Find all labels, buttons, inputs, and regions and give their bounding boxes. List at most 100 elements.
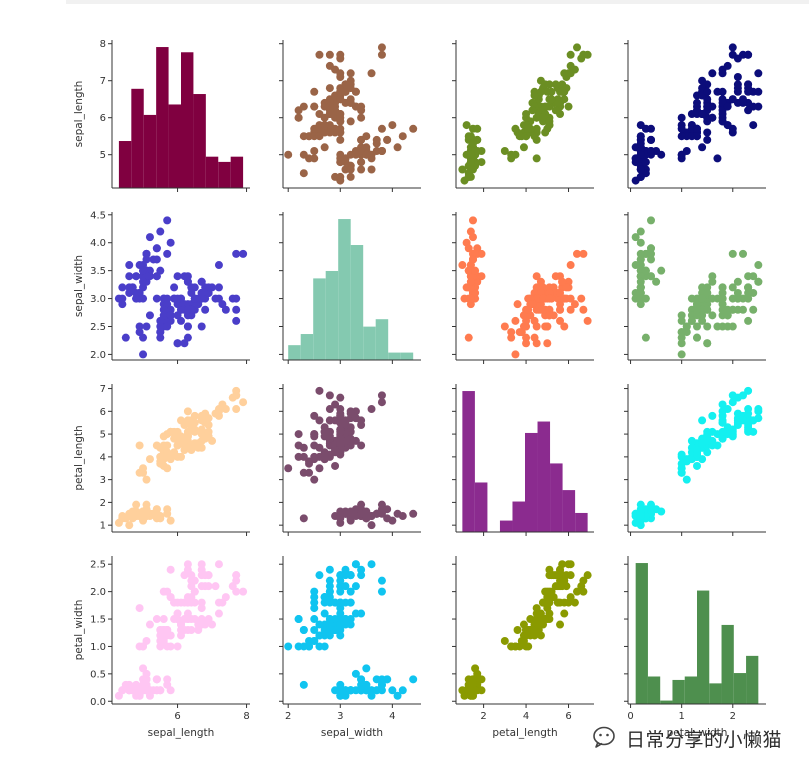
scatter-point (299, 468, 308, 477)
scatter-point (142, 500, 151, 509)
scatter-point (522, 339, 531, 348)
scatter-point (703, 339, 712, 348)
scatter-point (232, 305, 241, 314)
scatter-point (693, 333, 701, 342)
scatter-point (744, 87, 753, 96)
scatter-point (357, 675, 366, 684)
y-tick-label: 5 (100, 430, 106, 441)
scatter-point (698, 439, 707, 448)
scatter-point (539, 294, 548, 303)
scatter-point (142, 249, 151, 258)
hist-bar (388, 352, 401, 360)
x-axis-label: petal_length (492, 727, 557, 739)
scatter-point (515, 642, 524, 651)
x-tick-label: 2 (480, 711, 486, 722)
scatter-point (687, 436, 696, 445)
scatter-point (320, 427, 329, 436)
scatter-point (367, 691, 376, 700)
scatter-point (708, 311, 717, 320)
scatter-point (183, 322, 192, 331)
scatter-point (284, 150, 293, 159)
scatter-point (466, 158, 475, 167)
scatter-point (315, 50, 324, 59)
scatter-point (573, 587, 582, 596)
scatter-point (409, 124, 418, 133)
scatter-point (204, 582, 213, 591)
scatter-point (641, 266, 650, 275)
scatter-point (351, 582, 360, 591)
scatter-point (177, 316, 185, 325)
scatter-point (723, 311, 732, 320)
scatter-point (139, 686, 148, 695)
scatter-point (362, 664, 371, 673)
scatter-point (351, 512, 360, 521)
scatter-point (325, 615, 334, 624)
scatter-point (211, 582, 220, 591)
scatter-point (539, 305, 548, 314)
scatter-point (336, 609, 345, 618)
scatter-point (532, 604, 541, 613)
scatter-point (583, 571, 592, 580)
scatter-point (466, 283, 475, 292)
scatter-point (336, 393, 345, 402)
scatter-point (477, 147, 486, 155)
scatter-point (466, 294, 475, 303)
scatter-point (336, 686, 345, 695)
scatter-point (325, 582, 334, 591)
scatter-point (547, 587, 556, 596)
scatter-point (677, 328, 686, 337)
scatter-point (539, 113, 548, 122)
scatter-point (214, 261, 223, 270)
scatter-point (754, 87, 763, 96)
scatter-point (566, 593, 575, 602)
scatter-point (315, 386, 324, 395)
scatter-point (197, 615, 206, 624)
scatter-point (718, 427, 727, 436)
y-tick-label: 0.0 (90, 697, 106, 708)
scatter-point (708, 294, 717, 303)
hist-bar (512, 501, 525, 532)
scatter-point (310, 154, 319, 163)
scatter-point (362, 132, 371, 141)
scatter-point (183, 333, 192, 342)
scatter-point (357, 158, 366, 167)
scatter-point (310, 598, 319, 607)
scatter-point (336, 135, 345, 144)
scatter-point (703, 322, 712, 331)
scatter-point (723, 61, 732, 70)
scatter-point (693, 305, 701, 314)
scatter-point (507, 333, 516, 342)
scatter-point (677, 132, 686, 141)
scatter-point (377, 391, 386, 400)
cell-sepal_width-vs-sepal_width (279, 212, 421, 364)
scatter-point (636, 277, 645, 286)
scatter-point (118, 294, 127, 303)
scatter-point (739, 249, 747, 258)
scatter-point (703, 305, 712, 314)
y-axis-label: sepal_length (73, 81, 85, 148)
scatter-point (636, 272, 645, 281)
cell-sepal_length-vs-petal_width (624, 40, 766, 192)
scatter-point (647, 244, 655, 253)
scatter-point (197, 322, 206, 331)
y-tick-label: 3 (100, 475, 106, 486)
y-tick-label: 4 (100, 452, 106, 463)
scatter-point (125, 283, 134, 292)
scatter-point (315, 620, 324, 629)
scatter-point (197, 277, 206, 286)
y-axis-label: petal_length (73, 425, 85, 490)
scatter-point (183, 593, 192, 602)
scatter-point (566, 61, 575, 70)
scatter-point (464, 244, 473, 253)
scatter-point (636, 255, 645, 264)
scatter-point (703, 128, 712, 137)
scatter-point (647, 147, 655, 155)
scatter-point (315, 642, 324, 651)
scatter-point (310, 636, 319, 645)
scatter-point (409, 675, 418, 684)
scatter-point (687, 316, 696, 325)
scatter-point (723, 405, 732, 414)
scatter-point (152, 294, 161, 303)
scatter-point (631, 261, 640, 270)
scatter-point (551, 272, 560, 281)
